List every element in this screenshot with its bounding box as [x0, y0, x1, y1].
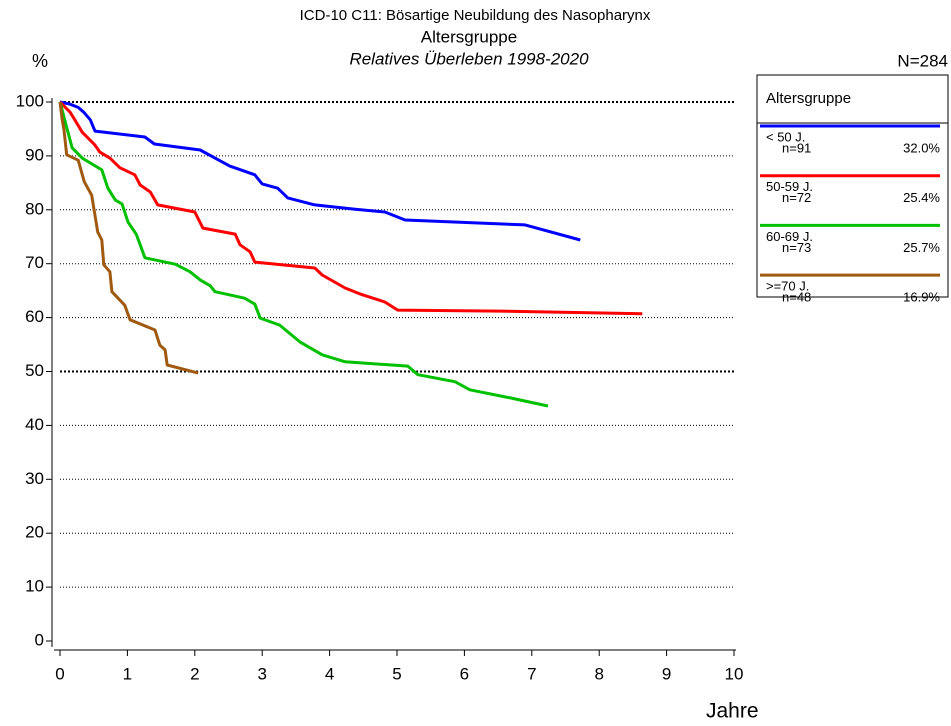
chart-subtitle: Altersgruppe — [421, 27, 517, 46]
legend-box — [756, 74, 949, 298]
x-tick-label: 8 — [594, 664, 603, 683]
legend-share: 25.4% — [903, 190, 940, 205]
legend-share: 32.0% — [903, 140, 940, 155]
survival-line — [58, 101, 549, 408]
x-tick-label: 7 — [527, 664, 536, 683]
x-tick-label: 4 — [325, 664, 334, 683]
x-tick-label: 1 — [123, 664, 132, 683]
y-tick-label: 50 — [25, 361, 44, 380]
y-tick-label: 80 — [25, 199, 44, 218]
legend-share: 16.9% — [903, 290, 940, 305]
y-tick-label: 100 — [16, 91, 44, 110]
x-axis-label: Jahre — [706, 700, 759, 723]
legend-n: n=72 — [782, 190, 811, 205]
legend-title: Altersgruppe — [766, 90, 851, 107]
legend-label: >=70 J. — [766, 279, 809, 294]
y-tick-label: 20 — [25, 523, 44, 542]
x-tick-label: 9 — [662, 664, 671, 683]
legend-n: n=73 — [782, 240, 811, 255]
y-tick-label: 10 — [25, 577, 44, 596]
y-tick-label: 70 — [25, 253, 44, 272]
survival-line — [58, 100, 643, 316]
y-axis-label: % — [32, 51, 48, 71]
y-tick-label: 40 — [25, 415, 44, 434]
x-tick-label: 0 — [55, 664, 64, 683]
y-tick-label: 60 — [25, 307, 44, 326]
chart-title: ICD-10 C11: Bösartige Neubildung des Nas… — [300, 7, 651, 24]
x-tick-label: 5 — [392, 664, 401, 683]
legend-n: n=91 — [782, 140, 811, 155]
total-label: N=284 — [897, 51, 948, 70]
survival-line — [58, 101, 199, 375]
y-tick-label: 90 — [25, 145, 44, 164]
survival-line — [59, 100, 581, 242]
y-tick-label: 0 — [35, 630, 44, 649]
legend-share: 25.7% — [903, 240, 940, 255]
x-tick-label: 10 — [725, 664, 744, 683]
legend-label: < 50 J. — [766, 129, 805, 144]
x-tick-label: 6 — [460, 664, 469, 683]
x-tick-label: 2 — [190, 664, 199, 683]
legend-label: 60-69 J. — [766, 229, 813, 244]
legend-label: 50-59 J. — [766, 179, 813, 194]
y-tick-label: 30 — [25, 469, 44, 488]
x-tick-label: 3 — [257, 664, 266, 683]
legend-n: n=48 — [782, 290, 811, 305]
chart-subtitle: Relatives Überleben 1998-2020 — [349, 49, 589, 68]
